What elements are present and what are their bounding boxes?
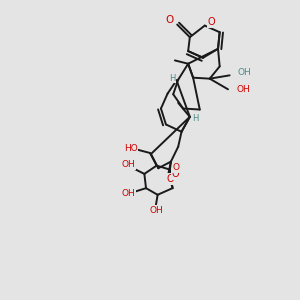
Text: OH: OH (150, 206, 164, 215)
Text: O: O (207, 17, 215, 27)
Text: O: O (171, 169, 179, 179)
Text: OH: OH (238, 68, 252, 77)
Text: O: O (172, 164, 179, 172)
Text: O: O (166, 174, 174, 184)
Text: H: H (169, 74, 175, 82)
Text: OH: OH (122, 160, 135, 169)
Text: O: O (166, 15, 174, 25)
Text: OH: OH (236, 85, 250, 94)
Text: H: H (193, 114, 199, 123)
Text: HO: HO (124, 143, 138, 152)
Text: OH: OH (122, 189, 136, 198)
